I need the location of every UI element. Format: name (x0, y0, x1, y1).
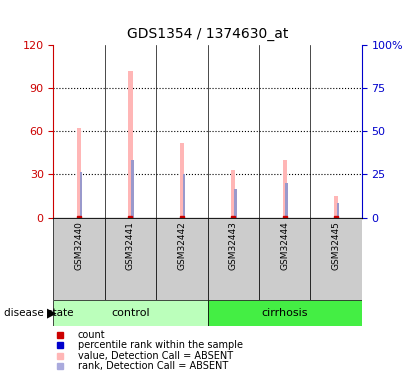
Text: control: control (111, 308, 150, 318)
Bar (337, 203, 339, 217)
Bar (234, 189, 237, 218)
Text: GSM32443: GSM32443 (229, 222, 238, 270)
Bar (80, 171, 83, 217)
Bar (105, 217, 156, 300)
Bar (259, 217, 310, 300)
Bar (128, 71, 132, 217)
Bar (208, 300, 362, 326)
Bar (334, 196, 338, 217)
Text: disease state: disease state (4, 308, 74, 318)
Bar (182, 174, 185, 217)
Bar (285, 183, 288, 218)
Text: percentile rank within the sample: percentile rank within the sample (78, 340, 243, 351)
Text: ▶: ▶ (47, 307, 57, 320)
Bar (131, 160, 134, 218)
Title: GDS1354 / 1374630_at: GDS1354 / 1374630_at (127, 27, 288, 41)
Bar (180, 143, 184, 218)
Bar (310, 217, 362, 300)
Text: GSM32445: GSM32445 (332, 222, 340, 270)
Bar (208, 217, 259, 300)
Text: GSM32441: GSM32441 (126, 222, 135, 270)
Bar (53, 217, 105, 300)
Bar (156, 217, 208, 300)
Text: rank, Detection Call = ABSENT: rank, Detection Call = ABSENT (78, 361, 228, 371)
Bar (231, 170, 235, 217)
Text: GSM32442: GSM32442 (178, 222, 186, 270)
Text: cirrhosis: cirrhosis (261, 308, 308, 318)
Bar (77, 128, 81, 217)
Bar (282, 160, 286, 218)
Text: value, Detection Call = ABSENT: value, Detection Call = ABSENT (78, 351, 233, 361)
Bar (53, 300, 208, 326)
Text: count: count (78, 330, 106, 340)
Text: GSM32444: GSM32444 (280, 222, 289, 270)
Text: GSM32440: GSM32440 (75, 222, 83, 270)
